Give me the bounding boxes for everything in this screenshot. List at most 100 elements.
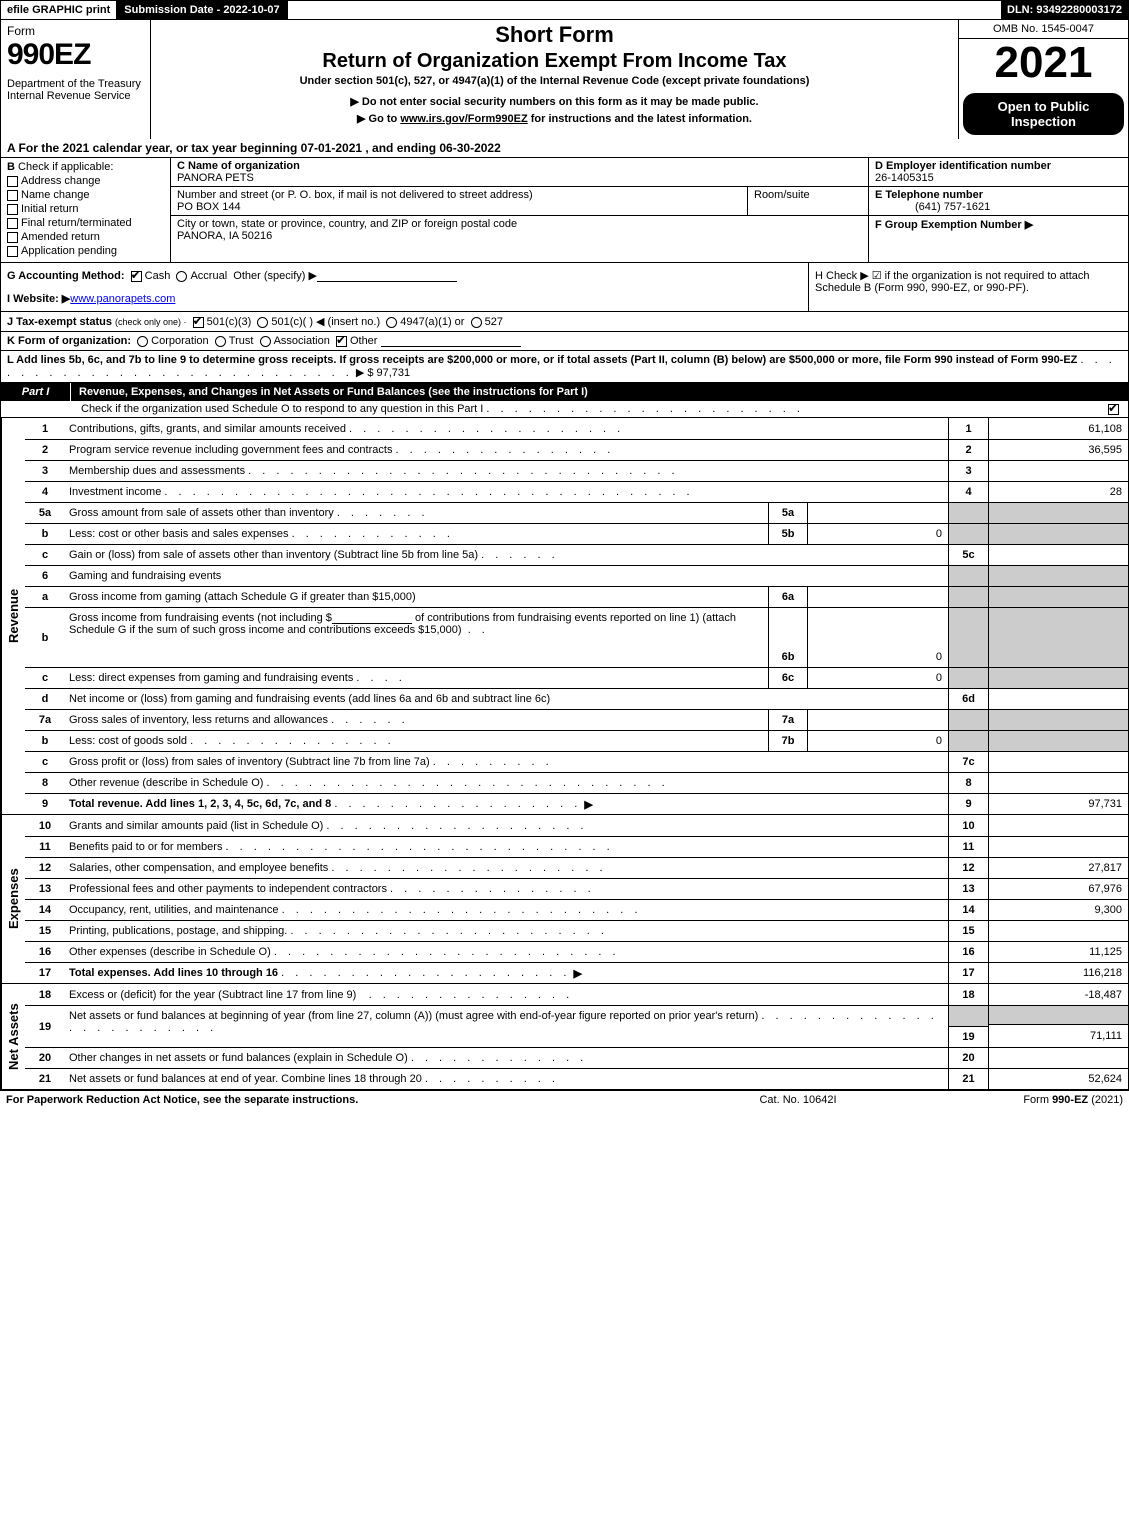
501c3-checkbox[interactable] — [193, 317, 204, 328]
line-value — [988, 752, 1128, 772]
website-link[interactable]: www.panorapets.com — [70, 293, 175, 305]
line-value: 67,976 — [988, 879, 1128, 899]
final-return-checkbox[interactable] — [7, 218, 18, 229]
contribution-amount-input[interactable] — [332, 612, 412, 624]
501c-other-radio[interactable] — [257, 317, 268, 328]
section-g-i: G Accounting Method: Cash Accrual Other … — [1, 263, 808, 311]
cash-label: Cash — [145, 270, 171, 282]
line-8: 8 Other revenue (describe in Schedule O)… — [25, 772, 1128, 793]
line-num: 21 — [25, 1069, 65, 1089]
line-num: 12 — [25, 858, 65, 878]
other-org-label: Other — [350, 335, 378, 347]
part-1-sub-dots: . . . . . . . . . . . . . . . . . . . . … — [486, 403, 804, 415]
line-11: 11 Benefits paid to or for members . . .… — [25, 836, 1128, 857]
line-14: 14 Occupancy, rent, utilities, and maint… — [25, 899, 1128, 920]
line-refnum: 14 — [948, 900, 988, 920]
form-ref-prefix: Form — [1023, 1094, 1052, 1106]
line-sub-ref: 5b — [768, 524, 808, 544]
dln-label: DLN: 93492280003172 — [1001, 1, 1128, 19]
efile-print-link[interactable]: efile GRAPHIC print — [1, 1, 118, 19]
irs-link[interactable]: www.irs.gov/Form990EZ — [400, 113, 527, 125]
line-desc: Program service revenue including govern… — [69, 444, 392, 456]
line-refnum: 4 — [948, 482, 988, 502]
line-16: 16 Other expenses (describe in Schedule … — [25, 941, 1128, 962]
other-org-checkbox[interactable] — [336, 336, 347, 347]
name-change-checkbox[interactable] — [7, 190, 18, 201]
line-value-shaded — [988, 566, 1128, 586]
arrow-icon: ▶ — [574, 967, 582, 980]
line-17: 17 Total expenses. Add lines 10 through … — [25, 962, 1128, 983]
right-header-block: OMB No. 1545-0047 2021 Open to Public In… — [958, 20, 1128, 139]
line-18: 18 Excess or (deficit) for the year (Sub… — [25, 984, 1128, 1005]
line-refnum: 10 — [948, 815, 988, 836]
revenue-vertical-label: Revenue — [1, 418, 25, 814]
netassets-table: 18 Excess or (deficit) for the year (Sub… — [25, 984, 1128, 1089]
section-def: D Employer identification number 26-1405… — [868, 158, 1128, 262]
line-7c: c Gross profit or (loss) from sales of i… — [25, 751, 1128, 772]
line-dots: . . . . . . . . . — [433, 756, 553, 768]
check-if-applicable: Check if applicable: — [18, 161, 113, 173]
line-refnum: 18 — [948, 984, 988, 1005]
application-pending-checkbox[interactable] — [7, 246, 18, 257]
line-value-shaded — [988, 710, 1128, 730]
line-5b: b Less: cost or other basis and sales ex… — [25, 523, 1128, 544]
line-refnum: 15 — [948, 921, 988, 941]
line-num: 10 — [25, 815, 65, 836]
goto-suffix: for instructions and the latest informat… — [528, 113, 752, 125]
line-desc: Excess or (deficit) for the year (Subtra… — [69, 989, 356, 1001]
line-num: 6 — [25, 566, 65, 586]
section-h: H Check ▶ ☑ if the organization is not r… — [808, 263, 1128, 311]
expenses-vertical-label: Expenses — [1, 815, 25, 983]
schedule-o-checkbox[interactable] — [1108, 404, 1119, 415]
other-specify-input[interactable] — [317, 270, 457, 282]
section-bcdef-row: B Check if applicable: Address change Na… — [0, 158, 1129, 263]
line-value: 27,817 — [988, 858, 1128, 878]
line-value-shaded — [988, 608, 1128, 667]
line-dots: . . . . . . . . . . . . . . . . . . . . … — [248, 465, 678, 477]
line-refnum: 2 — [948, 440, 988, 460]
line-num: 19 — [25, 1006, 65, 1047]
expenses-section: Expenses 10 Grants and similar amounts p… — [0, 815, 1129, 984]
association-radio[interactable] — [260, 336, 271, 347]
cash-checkbox[interactable] — [131, 271, 142, 282]
line-dots: . . . . . . . . . . . . . . . . . . . . … — [274, 946, 620, 958]
initial-return-checkbox[interactable] — [7, 204, 18, 215]
street-block: Number and street (or P. O. box, if mail… — [171, 187, 868, 216]
phone-value: (641) 757-1621 — [875, 201, 990, 213]
line-sub-ref: 5a — [768, 503, 808, 523]
line-refnum-shaded — [948, 566, 988, 586]
corporation-radio[interactable] — [137, 336, 148, 347]
line-value — [988, 545, 1128, 565]
line-value: 11,125 — [988, 942, 1128, 962]
line-num: 14 — [25, 900, 65, 920]
netassets-section: Net Assets 18 Excess or (deficit) for th… — [0, 984, 1129, 1090]
accrual-radio[interactable] — [176, 271, 187, 282]
city-label: City or town, state or province, country… — [177, 218, 517, 230]
line-value-shaded — [988, 668, 1128, 688]
527-radio[interactable] — [471, 317, 482, 328]
line-sub-value: 0 — [808, 668, 948, 688]
line-desc: Less: cost or other basis and sales expe… — [69, 528, 289, 540]
part-1-header: Part I Revenue, Expenses, and Changes in… — [0, 383, 1129, 401]
line-desc: Printing, publications, postage, and shi… — [69, 925, 287, 937]
4947-radio[interactable] — [386, 317, 397, 328]
line-num: c — [25, 752, 65, 772]
line-desc: Other revenue (describe in Schedule O) — [69, 777, 263, 789]
check-only-one: (check only one) · — [115, 317, 187, 327]
line-desc: Other expenses (describe in Schedule O) — [69, 946, 271, 958]
line-sub-ref: 6a — [768, 587, 808, 607]
address-change-checkbox[interactable] — [7, 176, 18, 187]
line-desc: Investment income — [69, 486, 161, 498]
line-dots: . . . . . . . . . . . . . . . . . . . — [326, 820, 587, 832]
form-ref-suffix: (2021) — [1088, 1094, 1123, 1106]
short-form-title: Short Form — [157, 22, 952, 48]
goto-instructions: ▶ Go to www.irs.gov/Form990EZ for instru… — [157, 112, 952, 125]
other-org-input[interactable] — [381, 335, 521, 347]
trust-radio[interactable] — [215, 336, 226, 347]
line-num: 4 — [25, 482, 65, 502]
line-value-shaded — [988, 587, 1128, 607]
line-num: 2 — [25, 440, 65, 460]
line-desc: Grants and similar amounts paid (list in… — [69, 820, 323, 832]
line-7b: b Less: cost of goods sold . . . . . . .… — [25, 730, 1128, 751]
amended-return-checkbox[interactable] — [7, 232, 18, 243]
